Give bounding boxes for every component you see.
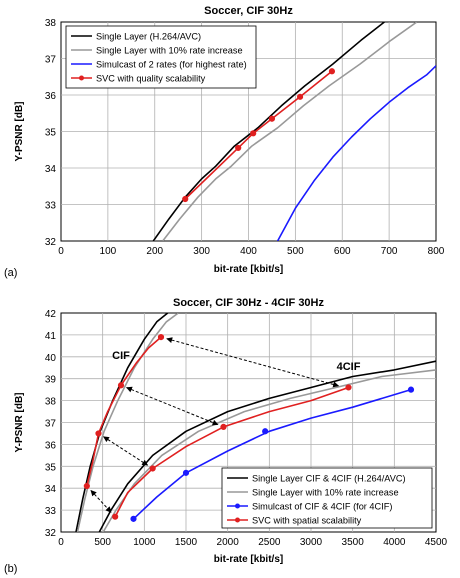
series-layer <box>152 22 436 241</box>
x-tick-label: 500 <box>94 537 111 548</box>
y-tick-label: 35 <box>45 128 57 139</box>
legend-label-1: Single Layer (H.264/AVC) <box>96 32 201 42</box>
series-point-4 <box>95 430 102 437</box>
x-tick-label: 2500 <box>258 537 281 548</box>
x-axis-label: bit-rate [kbit/s] <box>214 554 283 565</box>
series-point-3 <box>262 428 269 435</box>
legend-label-2: Single Layer with 10% rate increase <box>96 46 243 56</box>
series-point-4 <box>182 195 189 203</box>
legend-marker-4 <box>235 517 240 523</box>
series-point-4 <box>345 384 352 391</box>
panel-label: (b) <box>4 563 17 575</box>
series-point-4 <box>149 465 156 472</box>
y-tick-label: 38 <box>45 397 57 408</box>
x-tick-label: 100 <box>100 246 117 257</box>
y-tick-label: 41 <box>45 331 57 342</box>
y-tick-label: 36 <box>45 440 57 451</box>
y-tick-label: 32 <box>45 528 57 539</box>
annotation-arrow <box>103 436 149 466</box>
legend-marker-3 <box>235 503 240 509</box>
y-tick-label: 33 <box>45 201 57 212</box>
y-tick-label: 32 <box>45 237 57 248</box>
y-tick-label: 38 <box>45 18 57 29</box>
series-point-4 <box>250 130 257 137</box>
chart-b: 0 500 1000 1500 2000 2500 3000 3500 4000 4500 32 33… <box>4 297 448 575</box>
series-point-4 <box>296 93 304 100</box>
series-point-4 <box>117 382 125 389</box>
legend-label-2: Single Layer with 10% rate increase <box>252 488 399 498</box>
series-point-3 <box>407 386 415 393</box>
legend-box <box>221 467 433 529</box>
series-point-4 <box>220 423 227 430</box>
x-tick-label: 4000 <box>383 537 406 548</box>
legend-label-4: SVC with spatial scalability <box>252 516 362 526</box>
x-tick-label: 4500 <box>425 537 448 548</box>
x-tick-label: 700 <box>381 246 398 257</box>
series-point-4 <box>268 115 276 122</box>
chart-a: 0 100 200 300 400 500 600 700 800 32 33 34 35 36 37 38 S… <box>4 5 445 279</box>
series-point-4 <box>112 513 119 520</box>
legend-label-1: Single Layer CIF & 4CIF (H.264/AVC) <box>252 474 406 484</box>
series-point-3 <box>130 515 137 522</box>
x-tick-label: 800 <box>428 246 445 257</box>
series-line-4 <box>114 386 349 518</box>
series-point-4 <box>83 482 90 490</box>
annotation-label: 4CIF <box>337 361 361 373</box>
series-layer <box>75 313 436 532</box>
series-line-1 <box>152 22 385 241</box>
y-axis-label: Y-PSNR [dB] <box>14 393 25 453</box>
legend: Single Layer (H.264/AVC) Single Layer wit… <box>65 25 257 89</box>
y-tick-label: 37 <box>45 419 57 430</box>
y-tick-label: 34 <box>45 484 57 495</box>
y-tick-label: 33 <box>45 506 57 517</box>
series-line-4 <box>184 70 333 200</box>
x-tick-label: 0 <box>58 246 64 257</box>
x-tick-label: 0 <box>58 537 64 548</box>
y-tick-label: 40 <box>45 353 57 364</box>
chart-title: Soccer, CIF 30Hz - 4CIF 30Hz <box>173 297 324 309</box>
series-line-3 <box>276 65 436 241</box>
x-tick-label: 400 <box>240 246 257 257</box>
legend-label-3: Simulcast of CIF & 4CIF (for 4CIF) <box>252 502 392 512</box>
x-axis-label: bit-rate [kbit/s] <box>214 264 283 275</box>
x-tick-label: 3000 <box>300 537 323 548</box>
y-tick-label: 39 <box>45 375 57 386</box>
series-line-2 <box>162 22 418 241</box>
series-point-4 <box>157 333 165 341</box>
annotation-label: CIF <box>112 350 130 362</box>
y-tick-label: 36 <box>45 91 57 102</box>
legend-marker-4 <box>79 75 84 81</box>
annotation-arrow <box>126 386 219 426</box>
x-tick-label: 500 <box>287 246 304 257</box>
y-tick-label: 42 <box>45 309 57 320</box>
x-tick-label: 200 <box>146 246 163 257</box>
legend-label-4: SVC with quality scalability <box>96 74 206 84</box>
y-axis-label: Y-PSNR [dB] <box>14 102 25 162</box>
series-point-4 <box>235 144 242 152</box>
x-tick-label: 600 <box>334 246 351 257</box>
y-tick-label: 35 <box>45 462 57 473</box>
legend-box <box>65 25 257 89</box>
series-point-3 <box>182 469 190 476</box>
series-line-3 <box>132 388 412 520</box>
chart-title: Soccer, CIF 30Hz <box>204 5 293 17</box>
x-tick-label: 1000 <box>133 537 156 548</box>
x-tick-label: 1500 <box>175 537 198 548</box>
x-tick-label: 2000 <box>217 537 240 548</box>
series-point-4 <box>328 68 336 75</box>
series-line-4 <box>86 336 162 487</box>
series-line-1 <box>98 360 436 532</box>
legend-label-3: Simulcast of 2 rates (for highest rate) <box>96 60 247 70</box>
y-tick-label: 37 <box>45 55 57 66</box>
legend: Single Layer CIF & 4CIF (H.264/AVC) Singl… <box>221 467 433 529</box>
x-tick-label: 300 <box>193 246 210 257</box>
x-tick-label: 3500 <box>342 537 365 548</box>
panel-label: (a) <box>4 267 17 279</box>
y-tick-label: 34 <box>45 164 57 175</box>
